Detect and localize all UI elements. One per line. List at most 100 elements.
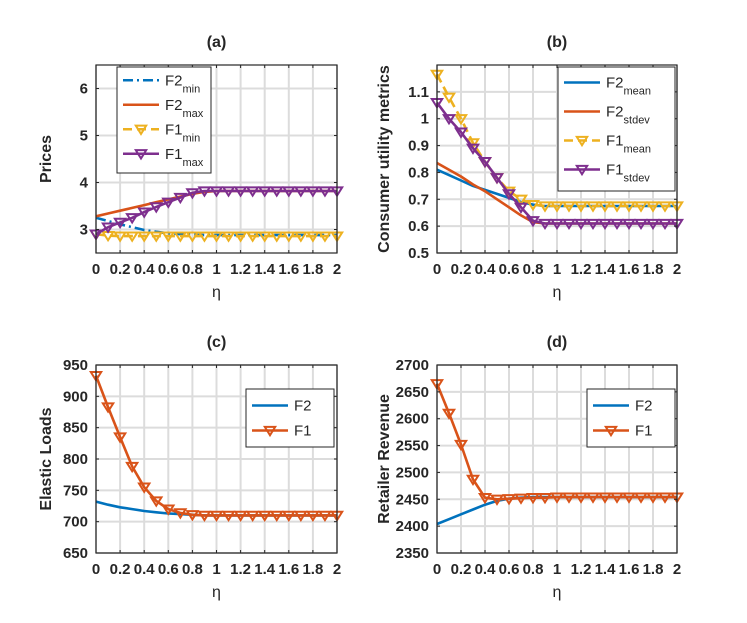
y-tick-label: 0.6 (408, 218, 429, 235)
y-tick-label: 1.1 (408, 84, 429, 101)
x-tick-label: 1.8 (643, 561, 664, 578)
y-tick-label: 2700 (396, 357, 429, 374)
data-point-marker (549, 218, 565, 231)
x-tick-label: 1.2 (571, 561, 592, 578)
data-point-marker (221, 510, 236, 522)
data-point-marker (209, 186, 224, 198)
x-tick-label: 1.2 (230, 561, 251, 578)
y-axis-label: Elastic Loads (38, 407, 55, 510)
data-point-marker (233, 231, 248, 243)
data-point-marker (513, 194, 529, 206)
x-tick-label: 0.8 (523, 561, 544, 578)
data-point-marker (245, 231, 260, 243)
data-point-marker (477, 157, 493, 169)
data-point-marker (549, 492, 565, 504)
data-point-marker (501, 494, 517, 506)
data-point-marker (149, 202, 164, 214)
data-point-marker (633, 492, 649, 504)
data-point-marker (441, 114, 457, 126)
y-tick-label: 800 (63, 451, 88, 468)
x-tick-label: 0.6 (158, 561, 179, 578)
x-tick-label: 1 (212, 561, 220, 578)
x-tick-label: 0 (92, 561, 100, 578)
y-tick-label: 0.9 (408, 138, 429, 155)
x-tick-label: 1.6 (619, 561, 640, 578)
x-tick-label: 0.4 (475, 561, 497, 578)
data-point-marker (161, 504, 176, 516)
chart-title: (c) (207, 334, 227, 351)
data-point-marker (197, 510, 212, 522)
x-tick-label: 1.2 (571, 261, 592, 278)
legend-subscript: mean (624, 144, 652, 156)
legend-marker (574, 164, 590, 177)
y-tick-label: 2500 (396, 464, 429, 481)
x-tick-label: 1.6 (278, 261, 299, 278)
data-point-marker (633, 201, 649, 213)
data-point-marker (125, 461, 140, 474)
x-tick-label: 0.6 (158, 261, 179, 278)
data-point-marker (465, 474, 481, 486)
legend-label: F2 (635, 398, 653, 415)
data-point-marker (101, 222, 116, 234)
y-tick-label: 850 (63, 420, 88, 437)
data-point-marker (281, 510, 296, 522)
data-point-marker (537, 218, 553, 231)
data-point-marker (233, 510, 248, 522)
data-point-marker (525, 493, 541, 505)
x-tick-label: 0.2 (451, 561, 472, 578)
legend-marker (574, 135, 590, 148)
data-point-marker (657, 201, 673, 213)
y-tick-label: 2450 (396, 491, 429, 508)
y-tick-label: 1 (421, 111, 429, 128)
data-point-marker (513, 202, 529, 214)
data-point-marker (453, 114, 469, 126)
data-point-marker (645, 218, 661, 231)
chart-panel-3: 0 0.2 0.4 0.6 0.8 1 1.2 1.4 1.6 1.8 2 650 700 750 800 8… (38, 334, 345, 601)
data-point-marker (245, 186, 260, 198)
data-point-marker (269, 231, 284, 243)
data-point-marker (185, 510, 200, 522)
data-point-marker (453, 127, 469, 139)
data-point-marker (621, 218, 637, 231)
x-tick-label: 0 (433, 561, 441, 578)
x-tick-label: 0.8 (182, 261, 203, 278)
x-tick-label: 0.8 (523, 261, 544, 278)
data-point-marker (125, 213, 140, 225)
y-tick-label: 0.5 (408, 245, 429, 262)
y-tick-label: 750 (63, 482, 88, 499)
data-point-marker (125, 231, 140, 243)
x-tick-label: 1.8 (302, 261, 323, 278)
data-point-marker (585, 492, 601, 504)
x-tick-label: 0 (433, 261, 441, 278)
chart-title: (d) (547, 334, 567, 351)
x-tick-label: 2 (333, 261, 341, 278)
data-point-marker (161, 231, 176, 243)
data-point-marker (441, 92, 457, 104)
y-tick-label: 2350 (396, 545, 429, 562)
x-axis-label: η (212, 284, 221, 301)
data-point-marker (561, 492, 577, 504)
data-point-marker (609, 201, 625, 213)
x-tick-label: 2 (673, 561, 681, 578)
data-point-marker (525, 200, 541, 212)
data-point-marker (101, 402, 116, 414)
y-tick-label: 3 (80, 222, 88, 239)
data-point-marker (209, 231, 224, 243)
x-tick-label: 1.4 (595, 261, 617, 278)
data-point-marker (149, 231, 164, 243)
chart-title: (a) (207, 34, 227, 51)
data-point-marker (441, 408, 457, 420)
data-point-marker (317, 510, 332, 522)
legend-marker (133, 149, 149, 161)
y-tick-label: 900 (63, 388, 88, 405)
legend-box (245, 388, 335, 448)
data-point-marker (489, 173, 505, 185)
y-tick-label: 5 (80, 128, 88, 145)
data-point-marker (257, 186, 272, 198)
data-point-marker (221, 186, 236, 198)
data-point-marker (513, 493, 529, 505)
